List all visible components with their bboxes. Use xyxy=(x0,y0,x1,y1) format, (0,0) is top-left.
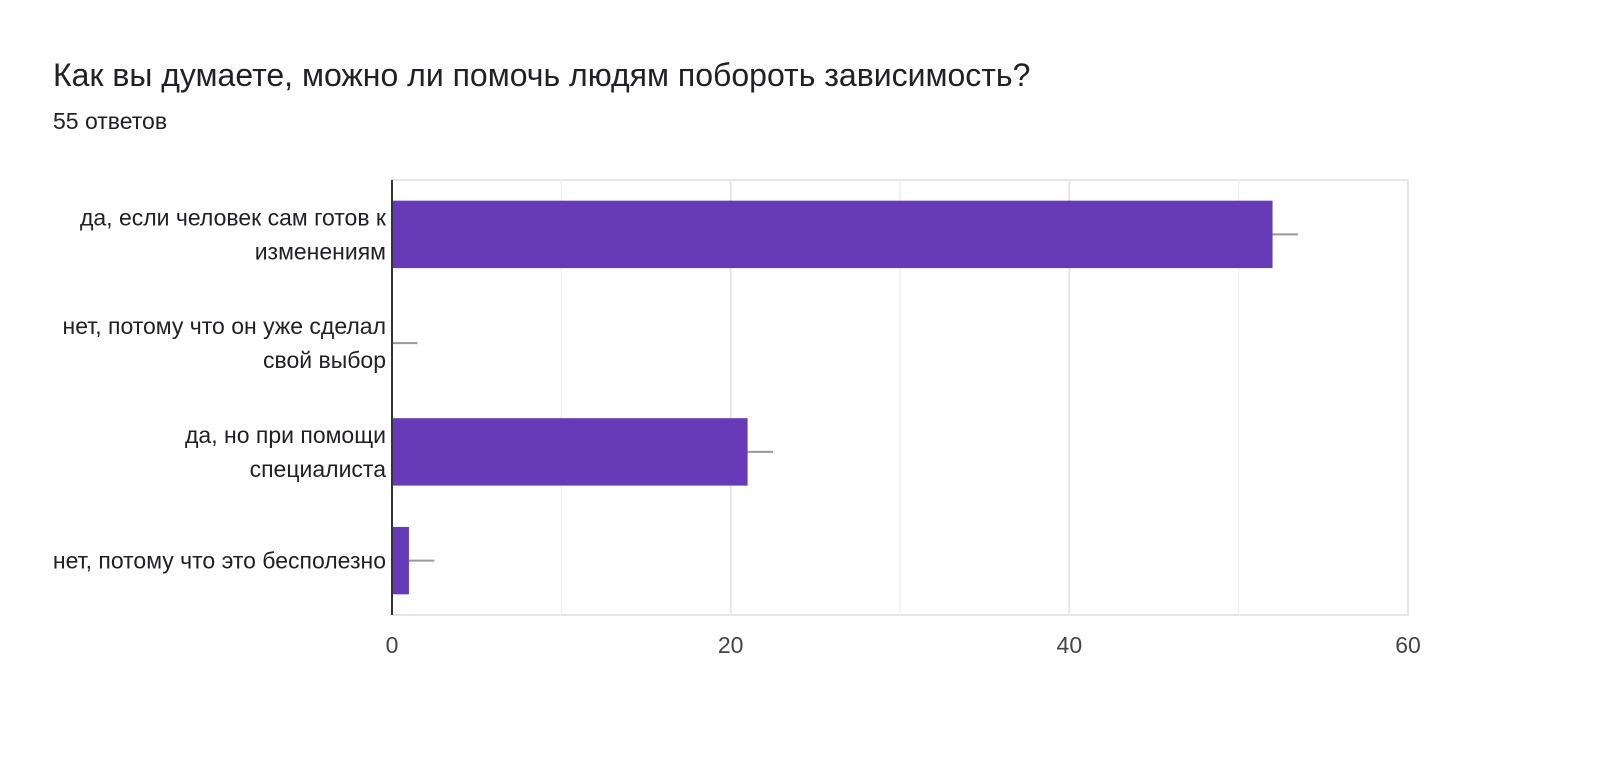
category-label: специалиста xyxy=(250,456,387,482)
category-label: да, если человек сам готов к xyxy=(80,204,387,230)
x-tick-label: 20 xyxy=(718,632,744,658)
x-tick-label: 60 xyxy=(1395,632,1421,658)
category-label: нет, потому что это бесполезно xyxy=(53,548,386,574)
response-count: 55 ответов xyxy=(53,108,168,134)
bar xyxy=(392,418,748,486)
x-tick-label: 40 xyxy=(1057,632,1083,658)
chart-title: Как вы думаете, можно ли помочь людям по… xyxy=(53,57,1031,93)
category-label: изменениям xyxy=(255,238,386,264)
bar xyxy=(392,200,1273,269)
category-label: да, но при помощи xyxy=(185,422,386,448)
bar xyxy=(392,526,409,595)
category-label: свой выбор xyxy=(263,347,386,373)
category-label: нет, потому что он уже сделал xyxy=(63,313,387,339)
x-tick-label: 0 xyxy=(386,632,399,658)
